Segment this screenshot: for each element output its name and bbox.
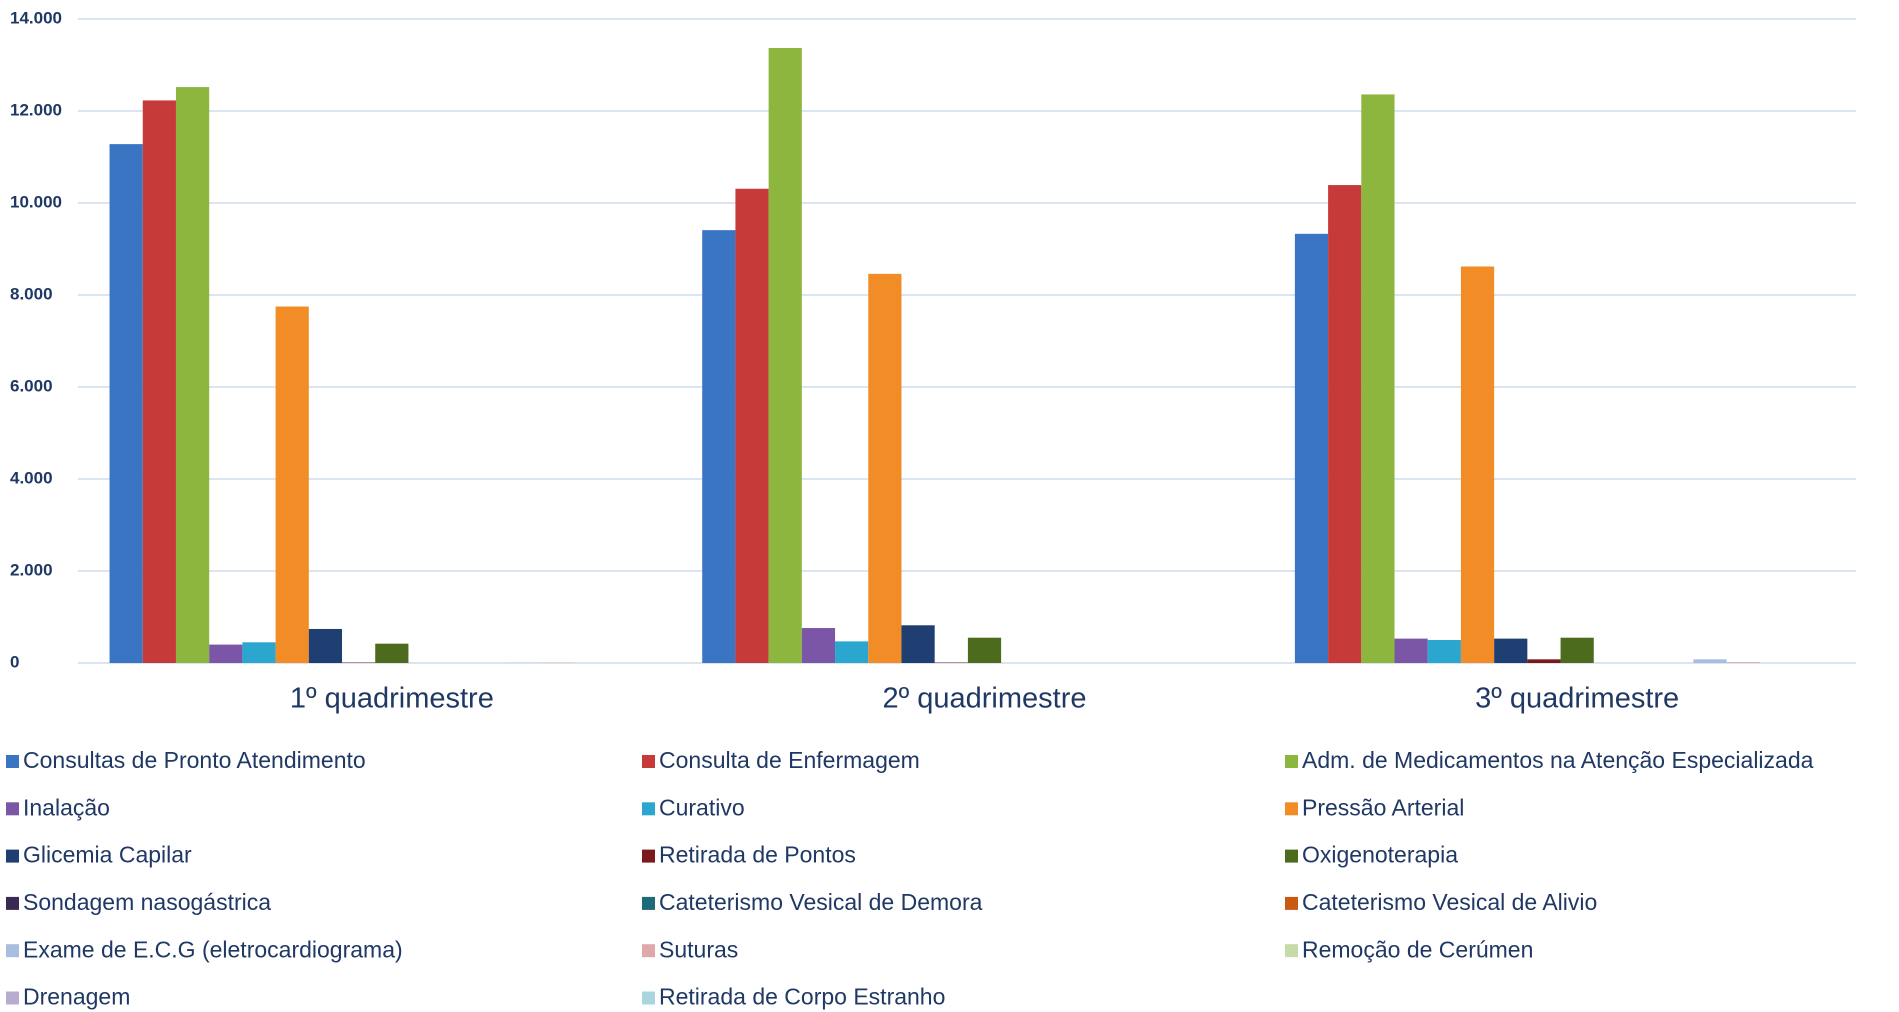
x-tick-label: 3º quadrimestre: [1475, 683, 1679, 715]
y-tick-label: 10.000: [10, 192, 62, 211]
bar: [735, 188, 769, 664]
legend-swatch: [6, 991, 19, 1005]
legend-swatch: [6, 849, 19, 863]
legend-swatch: [1285, 896, 1298, 910]
bar: [768, 47, 802, 664]
bar: [109, 144, 143, 663]
bar: [1361, 94, 1395, 663]
legend-swatch: [6, 896, 19, 910]
bar: [275, 306, 309, 663]
legend-label: Pressão Arterial: [1302, 794, 1464, 820]
legend-swatch: [1285, 755, 1298, 768]
bar: [1294, 233, 1329, 663]
bar: [702, 230, 736, 663]
y-tick-label: 4.000: [10, 468, 53, 487]
bar: [1693, 659, 1727, 663]
legend-label: Retirada de Corpo Estranho: [659, 984, 945, 1010]
bar: [901, 625, 935, 663]
legend-label: Inalação: [23, 794, 110, 820]
bar: [1460, 266, 1495, 663]
legend-label: Adm. de Medicamentos na Atenção Especial…: [1302, 747, 1814, 773]
legend-swatch: [1285, 802, 1298, 816]
bar: [242, 642, 276, 663]
bar: [175, 87, 210, 663]
legend-swatch: [1285, 849, 1298, 863]
bar: [308, 628, 343, 663]
legend-swatch: [642, 755, 655, 768]
legend-label: Oxigenoterapia: [1302, 842, 1458, 868]
legend-swatch: [642, 802, 655, 816]
legend-swatch: [1285, 944, 1298, 958]
legend-swatch: [6, 944, 19, 958]
legend-swatch: [6, 802, 19, 816]
bar: [1494, 638, 1528, 663]
y-tick-label: 0: [10, 652, 19, 671]
y-tick-label: 6.000: [10, 376, 53, 395]
legend-swatch: [6, 755, 19, 768]
y-tick-label: 8.000: [10, 284, 53, 303]
legend-label: Retirada de Pontos: [659, 842, 856, 868]
legend-label: Cateterismo Vesical de Alivio: [1302, 889, 1597, 915]
bar: [1726, 662, 1760, 663]
legend-label: Suturas: [659, 936, 738, 962]
legend-swatch: [642, 944, 655, 958]
bar: [801, 628, 836, 663]
legend-label: Curativo: [659, 794, 745, 820]
bar: [1394, 638, 1428, 663]
y-tick-label: 14.000: [10, 8, 62, 27]
x-tick-label: 2º quadrimestre: [882, 683, 1086, 715]
legend-label: Remoção de Cerúmen: [1302, 936, 1533, 962]
legend-swatch: [642, 849, 655, 863]
bar: [835, 641, 869, 663]
legend-label: Drenagem: [23, 984, 130, 1010]
bar: [967, 637, 1002, 663]
legend-label: Glicemia Capilar: [23, 842, 192, 868]
legend-label: Consultas de Pronto Atendimento: [23, 747, 366, 773]
y-tick-label: 2.000: [10, 560, 53, 579]
y-tick-label: 12.000: [10, 100, 62, 119]
bar: [1560, 637, 1594, 663]
legend-swatch: [642, 896, 655, 910]
bar: [868, 273, 902, 663]
legend-label: Cateterismo Vesical de Demora: [659, 889, 983, 915]
legend-swatch: [642, 991, 655, 1005]
bar: [209, 644, 243, 663]
bar: [142, 100, 176, 664]
bar: [375, 643, 409, 663]
legend-label: Sondagem nasogástrica: [23, 889, 271, 915]
bar: [1427, 640, 1461, 663]
legend-label: Consulta de Enfermagem: [659, 747, 920, 773]
legend-label: Exame de E.C.G (eletrocardiograma): [23, 936, 403, 962]
x-tick-label: 1º quadrimestre: [290, 683, 494, 715]
bar: [1328, 185, 1362, 663]
bar: [1527, 659, 1561, 663]
